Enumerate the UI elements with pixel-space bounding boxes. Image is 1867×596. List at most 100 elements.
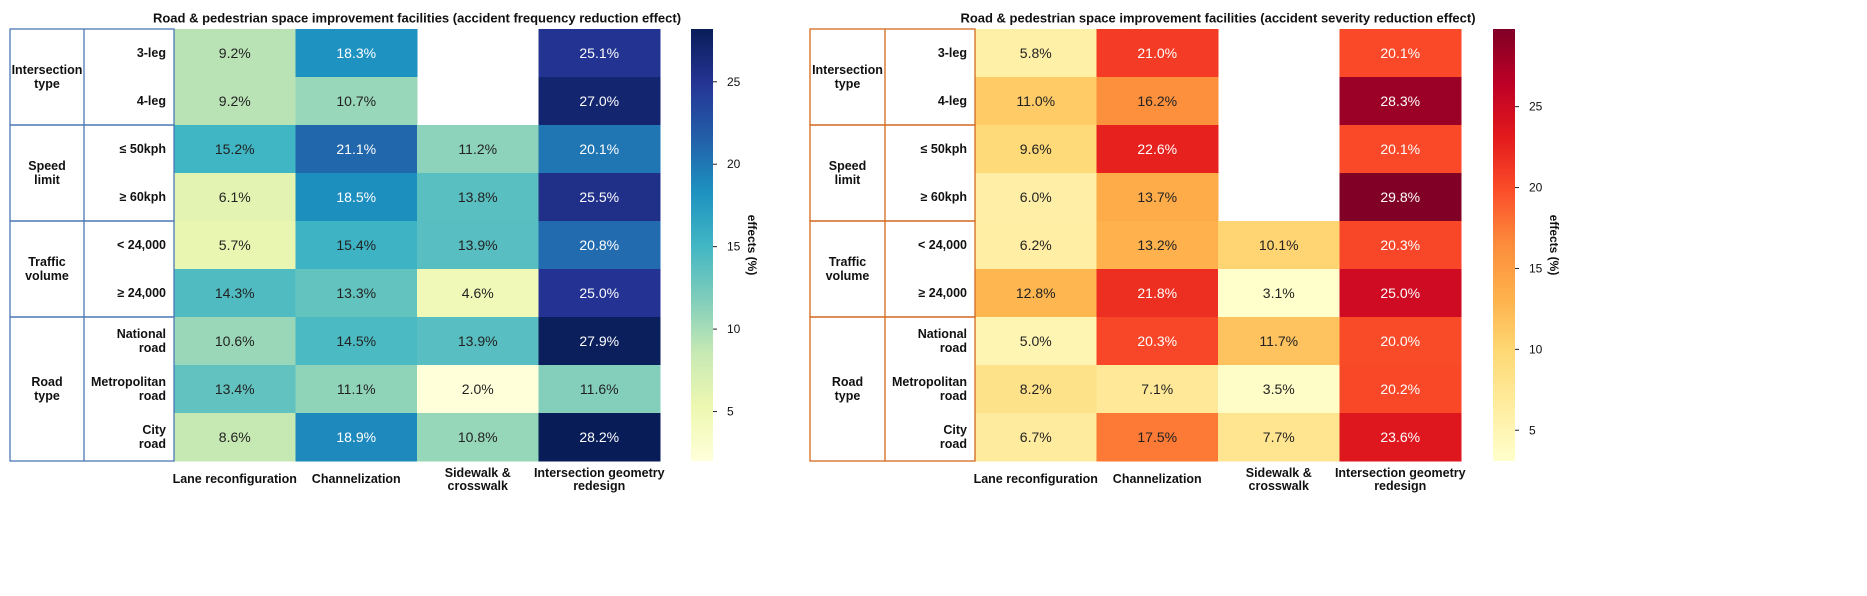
- cell-value-label: 10.1%: [1259, 237, 1299, 253]
- heatmap-cell: [1339, 125, 1462, 174]
- row-group-label: limit: [34, 173, 61, 187]
- cell-value-label: 15.2%: [215, 141, 255, 157]
- heatmap-cell: [295, 221, 418, 270]
- cell-value-label: 25.0%: [1380, 285, 1420, 301]
- heatmap-cell: [538, 29, 661, 78]
- cell-value-label: 13.9%: [458, 237, 498, 253]
- cell-value-label: 25.1%: [579, 45, 619, 61]
- heatmap-cell: [295, 77, 418, 126]
- heatmap-cell: [1096, 269, 1219, 318]
- heatmap-cell: [417, 413, 539, 462]
- cell-value-label: 20.2%: [1380, 381, 1420, 397]
- cell-value-label: 10.7%: [336, 93, 376, 109]
- cell-value-label: 20.3%: [1137, 333, 1177, 349]
- row-label: 4-leg: [137, 94, 166, 108]
- heatmap-cell: [174, 269, 296, 318]
- row-label: ≥ 24,000: [117, 286, 166, 300]
- row-group-label: Traffic: [829, 255, 867, 269]
- row-label: road: [940, 341, 967, 355]
- row-label: road: [139, 341, 166, 355]
- heatmap-cell: [174, 317, 296, 366]
- row-group-label: volume: [25, 269, 69, 283]
- heatmap-cell: [975, 29, 1097, 78]
- cell-value-label: 10.6%: [215, 333, 255, 349]
- cell-value-label: 6.0%: [1020, 189, 1052, 205]
- column-label: redesign: [1374, 479, 1426, 493]
- cell-value-label: 4.6%: [462, 285, 494, 301]
- cell-value-label: 11.2%: [458, 141, 497, 157]
- colorbar-tick-label: 15: [727, 240, 741, 254]
- heatmap-cell: [1096, 317, 1219, 366]
- heatmap-cell: [1339, 221, 1462, 270]
- heatmap-cell: [1096, 173, 1219, 222]
- heatmap-cell: [1096, 221, 1219, 270]
- row-label: City: [943, 423, 967, 437]
- heatmap-cell: [538, 221, 661, 270]
- row-group-label: volume: [826, 269, 870, 283]
- cell-value-label: 11.1%: [337, 381, 376, 397]
- heatmap-cell: [417, 317, 539, 366]
- heatmap-cell: [1339, 29, 1462, 78]
- heatmap-cell: [538, 365, 661, 414]
- heatmap-cell: [417, 269, 539, 318]
- cell-value-label: 23.6%: [1380, 429, 1420, 445]
- cell-value-label: 28.3%: [1380, 93, 1420, 109]
- heatmap-cell: [1218, 269, 1340, 318]
- column-label: Intersection geometry: [534, 466, 665, 480]
- colorbar: [1493, 29, 1515, 461]
- row-label: City: [142, 423, 166, 437]
- cell-value-label: 18.5%: [336, 189, 376, 205]
- column-label: Sidewalk &: [445, 466, 511, 480]
- cell-value-label: 28.2%: [579, 429, 619, 445]
- row-group-label: Intersection: [12, 63, 83, 77]
- heatmap-cell: [1339, 173, 1462, 222]
- colorbar-label: effects (%): [1547, 215, 1561, 276]
- cell-value-label: 13.3%: [336, 285, 376, 301]
- heatmap-cell: [174, 125, 296, 174]
- cell-value-label: 18.9%: [336, 429, 376, 445]
- frequency-heatmap: Road & pedestrian space improvement faci…: [9, 11, 759, 493]
- cell-value-label: 3.5%: [1263, 381, 1295, 397]
- row-group-label: type: [835, 77, 861, 91]
- cell-value-label: 8.6%: [219, 429, 251, 445]
- heatmap-cell: [1096, 77, 1219, 126]
- heatmap-cell: [975, 269, 1097, 318]
- row-label: < 24,000: [918, 238, 967, 252]
- cell-value-label: 5.0%: [1020, 333, 1052, 349]
- heatmap-cell: [295, 365, 418, 414]
- row-label: road: [940, 389, 967, 403]
- column-label: crosswalk: [1249, 479, 1310, 493]
- heatmap-cell: [295, 413, 418, 462]
- heatmap-cell: [174, 221, 296, 270]
- row-group-label: type: [835, 389, 861, 403]
- heatmap-cell: [975, 173, 1097, 222]
- cell-value-label: 14.5%: [336, 333, 376, 349]
- heatmap-cell: [975, 365, 1097, 414]
- chart-title: Road & pedestrian space improvement faci…: [153, 11, 681, 26]
- column-label: Channelization: [312, 472, 401, 486]
- colorbar-tick-label: 15: [1529, 261, 1543, 275]
- row-label: National: [918, 327, 967, 341]
- heatmap-cell: [295, 317, 418, 366]
- cell-value-label: 25.0%: [579, 285, 619, 301]
- row-label: ≥ 24,000: [918, 286, 967, 300]
- colorbar-tick-label: 20: [1529, 181, 1543, 195]
- heatmap-cell: [538, 125, 661, 174]
- chart-title: Road & pedestrian space improvement faci…: [960, 11, 1475, 26]
- heatmap-cell: [174, 365, 296, 414]
- cell-value-label: 16.2%: [1137, 93, 1177, 109]
- heatmap-cell: [1218, 365, 1340, 414]
- row-label: Metropolitan: [91, 375, 166, 389]
- heatmap-cell: [1339, 365, 1462, 414]
- cell-value-label: 5.8%: [1020, 45, 1052, 61]
- row-label: ≥ 60kph: [921, 190, 967, 204]
- row-group-label: limit: [835, 173, 862, 187]
- heatmap-cell: [1218, 317, 1340, 366]
- heatmap-cell: [174, 413, 296, 462]
- heatmap-cell: [295, 29, 418, 78]
- cell-value-label: 5.7%: [219, 237, 251, 253]
- cell-value-label: 13.8%: [458, 189, 498, 205]
- heatmap-cell: [1339, 269, 1462, 318]
- cell-value-label: 12.8%: [1016, 285, 1056, 301]
